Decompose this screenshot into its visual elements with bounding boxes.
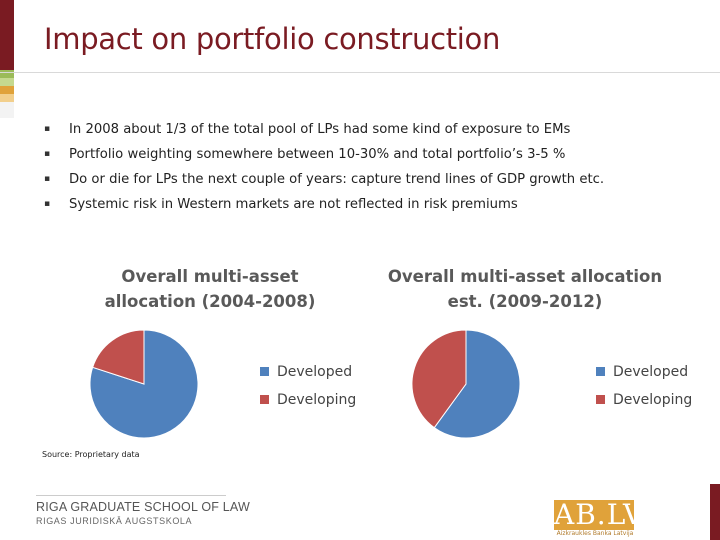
slide-title: Impact on portfolio construction xyxy=(44,22,501,56)
pie-svg xyxy=(411,329,521,439)
chart-legend: Developed Developing xyxy=(260,358,356,414)
chart-title-line-2: allocation (2004-2008) xyxy=(104,292,316,311)
chart-title: Overall multi-asset allocation (2004-200… xyxy=(80,264,340,314)
left-accent-bar xyxy=(0,0,14,118)
ablv-logo-mark: AB.LV xyxy=(554,498,645,531)
legend-swatch-developed xyxy=(596,366,605,376)
legend-label: Developing xyxy=(277,392,357,408)
source-note: Source: Proprietary data xyxy=(42,450,140,459)
pie-slice-developing xyxy=(92,329,145,385)
bullet-text: Portfolio weighting somewhere between 10… xyxy=(69,147,566,162)
bullet-marker-icon: ▪ xyxy=(44,199,51,209)
right-accent-bar xyxy=(710,484,720,540)
school-name-latvian: RIGAS JURIDISKĀ AUGSTSKOLA xyxy=(36,516,193,526)
ablv-logo-subtitle: Aizkraukles Banka Latvija xyxy=(556,530,634,537)
school-name: RIGA GRADUATE SCHOOL OF LAW xyxy=(36,500,250,514)
legend-swatch-developing xyxy=(596,394,605,404)
bullet-marker-icon: ▪ xyxy=(44,149,51,159)
bullet-item: ▪ Do or die for LPs the next couple of ye… xyxy=(44,167,604,192)
pie-slice-developed xyxy=(433,329,521,439)
legend-swatch-developing xyxy=(260,394,269,404)
chart-title-line-1: Overall multi-asset xyxy=(121,267,299,286)
chart-title-line-2: est. (2009-2012) xyxy=(447,292,603,311)
pie-chart-2009-2012: Overall multi-asset allocation est. (200… xyxy=(380,258,700,468)
legend-swatch-developed xyxy=(260,366,269,376)
bullet-text: In 2008 about 1/3 of the total pool of L… xyxy=(69,122,571,137)
pie-svg xyxy=(89,329,199,439)
pie-slice-developing xyxy=(411,329,467,429)
bullet-text: Systemic risk in Western markets are not… xyxy=(69,197,518,212)
legend-item-developing: Developing xyxy=(260,386,356,414)
title-divider xyxy=(0,72,720,73)
bullet-item: ▪ Portfolio weighting somewhere between 1… xyxy=(44,142,604,167)
bullet-list: ▪ In 2008 about 1/3 of the total pool of … xyxy=(44,117,604,217)
legend-item-developing: Developing xyxy=(596,386,692,414)
legend-label: Developed xyxy=(277,364,353,380)
bullet-text: Do or die for LPs the next couple of yea… xyxy=(69,172,605,187)
legend-item-developed: Developed xyxy=(260,358,356,386)
legend-label: Developing xyxy=(613,392,693,408)
bullet-item: ▪ In 2008 about 1/3 of the total pool of … xyxy=(44,117,604,142)
chart-legend: Developed Developing xyxy=(596,358,692,414)
legend-label: Developed xyxy=(613,364,689,380)
legend-item-developed: Developed xyxy=(596,358,692,386)
bullet-item: ▪ Systemic risk in Western markets are no… xyxy=(44,192,604,217)
bullet-marker-icon: ▪ xyxy=(44,124,51,134)
bullet-marker-icon: ▪ xyxy=(44,174,51,184)
ablv-logo: AB.LV Aizkraukles Banka Latvija xyxy=(554,498,645,540)
footer-divider xyxy=(36,495,226,496)
pie-chart-2004-2008: Overall multi-asset allocation (2004-200… xyxy=(80,258,380,468)
chart-title: Overall multi-asset allocation est. (200… xyxy=(380,264,670,314)
chart-title-line-1: Overall multi-asset allocation xyxy=(387,267,663,286)
